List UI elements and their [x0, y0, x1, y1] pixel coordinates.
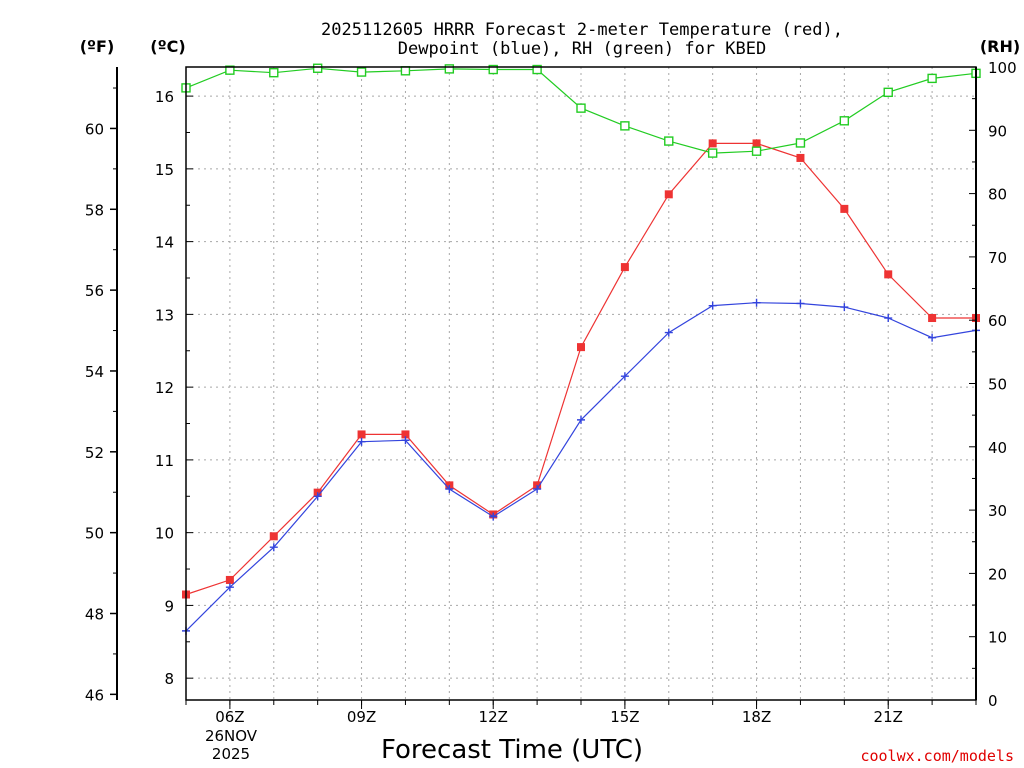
- temperature-point: [620, 263, 629, 272]
- x-tick-label: 12Z: [479, 708, 508, 726]
- relative-humidity-point: [356, 67, 367, 77]
- credit-text: coolwx.com/models: [860, 747, 1014, 765]
- dewpoint-point: [269, 543, 278, 552]
- chart-title-line1: 2025112605 HRRR Forecast 2-meter Tempera…: [321, 20, 843, 40]
- relative-humidity-point: [707, 148, 718, 158]
- fahrenheit-tick-label: 50: [85, 525, 104, 543]
- temperature-point: [928, 314, 937, 323]
- date-label-day: 26NOV: [205, 727, 258, 745]
- relative-humidity-point: [444, 64, 455, 74]
- temperature-point: [401, 430, 410, 439]
- dewpoint-point: [620, 372, 629, 381]
- relative-humidity-point: [225, 65, 235, 75]
- relative-humidity-point: [620, 121, 630, 131]
- dewpoint-point: [928, 333, 937, 342]
- celsius-tick-label: 8: [164, 670, 174, 688]
- celsius-tick-label: 12: [155, 379, 174, 397]
- rh-tick-label: 40: [988, 439, 1007, 457]
- fahrenheit-tick-label: 48: [85, 605, 104, 623]
- rh-tick-label: 90: [988, 122, 1007, 140]
- temperature-point: [269, 532, 278, 541]
- relative-humidity-point: [751, 146, 762, 156]
- fahrenheit-tick-label: 56: [85, 282, 104, 300]
- celsius-tick-label: 9: [164, 597, 174, 615]
- temperature-point: [225, 575, 234, 584]
- relative-humidity-point: [488, 64, 498, 75]
- fahrenheit-tick-label: 58: [85, 201, 104, 219]
- fahrenheit-unit-label: (ºF): [80, 37, 115, 56]
- rh-tick-label: 10: [988, 629, 1007, 647]
- celsius-unit-label: (ºC): [150, 37, 185, 56]
- dewpoint-point: [884, 314, 893, 323]
- rh-tick-label: 0: [988, 692, 998, 710]
- rh-tick-label: 30: [988, 502, 1007, 520]
- x-tick-label: 21Z: [874, 708, 903, 726]
- dewpoint-point: [357, 437, 366, 446]
- rh-tick-label: 50: [988, 376, 1007, 394]
- temperature-point: [752, 139, 761, 148]
- relative-humidity-point: [795, 138, 806, 148]
- celsius-tick-label: 13: [155, 306, 174, 324]
- chart-title-line2: Dewpoint (blue), RH (green) for KBED: [398, 39, 766, 59]
- relative-humidity-point: [532, 64, 542, 75]
- rh-unit-label: (RH): [980, 37, 1020, 56]
- fahrenheit-tick-label: 60: [85, 120, 104, 138]
- rh-tick-label: 60: [988, 312, 1007, 330]
- tick-labels: 06Z 09Z 12Z 15Z 18Z 21Z 8 9 10 11 12 13 14 15 16 46 48 50…: [85, 59, 1017, 726]
- celsius-tick-label: 10: [155, 525, 174, 543]
- relative-humidity-point: [883, 87, 893, 98]
- relative-humidity-point: [400, 66, 411, 76]
- dewpoint-point: [840, 303, 849, 312]
- relative-humidity-point: [576, 103, 586, 113]
- temperature-point: [796, 153, 805, 162]
- x-tick-label: 18Z: [742, 708, 771, 726]
- dewpoint-point: [708, 301, 717, 310]
- x-tick-label: 15Z: [610, 708, 639, 726]
- rh-tick-label: 20: [988, 565, 1007, 583]
- celsius-tick-label: 16: [155, 88, 174, 106]
- dewpoint-point: [225, 583, 234, 592]
- dewpoint-point: [577, 415, 585, 424]
- dewpoint-point: [664, 328, 673, 337]
- fahrenheit-tick-label: 46: [85, 686, 104, 704]
- date-label-year: 2025: [212, 745, 250, 763]
- temperature-point: [664, 190, 673, 199]
- dewpoint-point: [752, 298, 761, 307]
- temperature-point: [577, 343, 585, 352]
- rh-tick-label: 70: [988, 249, 1007, 267]
- x-axis-title: Forecast Time (UTC): [381, 735, 643, 765]
- relative-humidity-point: [839, 116, 850, 126]
- relative-humidity-point: [927, 73, 937, 84]
- temperature-point: [840, 204, 849, 213]
- dewpoint-point: [489, 512, 498, 521]
- relative-humidity-point: [269, 67, 279, 78]
- celsius-tick-label: 11: [155, 452, 174, 470]
- rh-tick-label: 80: [988, 186, 1007, 204]
- x-tick-label: 06Z: [215, 708, 244, 726]
- relative-humidity-point: [312, 63, 323, 73]
- dewpoint-point: [445, 485, 454, 493]
- x-tick-label: 09Z: [347, 708, 376, 726]
- data-series: [181, 63, 981, 635]
- temperature-point: [708, 139, 717, 148]
- relative-humidity-point: [664, 136, 674, 146]
- dewpoint-point: [533, 485, 542, 493]
- temperature-point: [357, 430, 366, 439]
- dewpoint-point: [313, 492, 322, 501]
- dewpoint-point: [401, 436, 410, 445]
- axes: [110, 66, 977, 709]
- rh-tick-label: 100: [988, 59, 1017, 77]
- fahrenheit-tick-label: 52: [85, 444, 104, 462]
- dewpoint-point: [796, 299, 805, 308]
- temperature-point: [884, 270, 893, 279]
- celsius-tick-label: 14: [155, 234, 174, 252]
- fahrenheit-tick-label: 54: [85, 363, 104, 381]
- celsius-tick-label: 15: [155, 161, 174, 179]
